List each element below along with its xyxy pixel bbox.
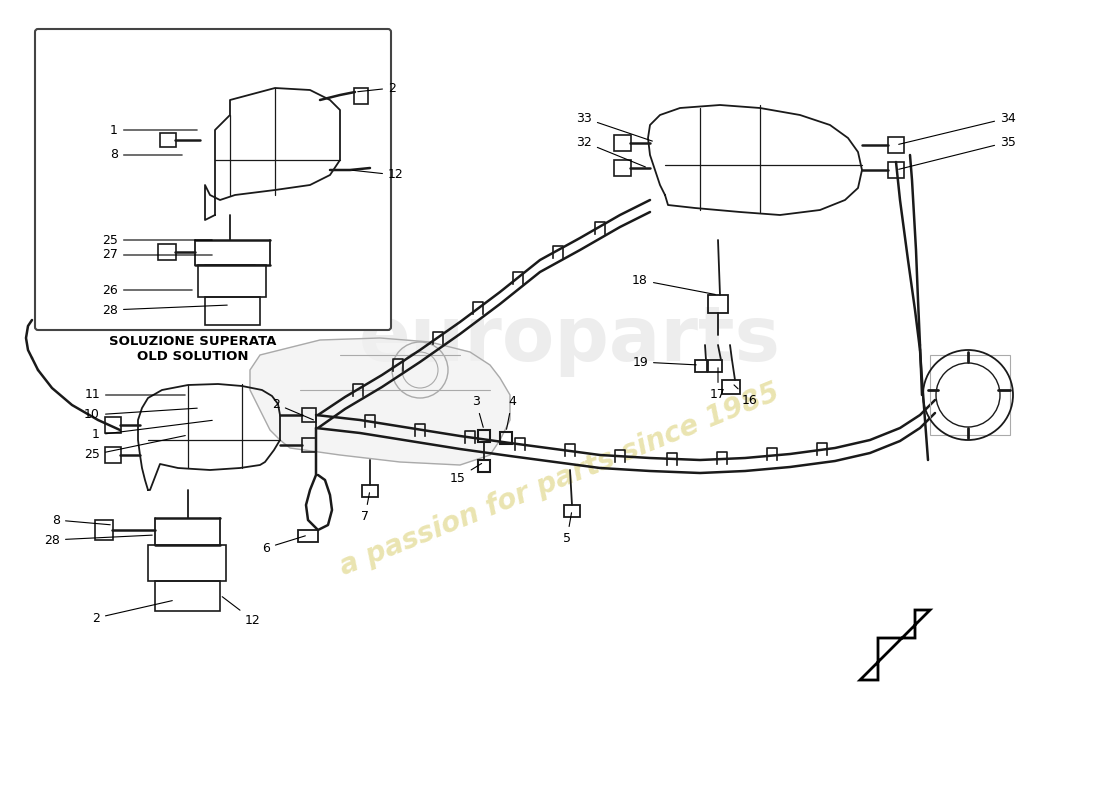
Text: 8: 8 xyxy=(52,514,110,526)
Bar xyxy=(148,545,225,581)
Text: 16: 16 xyxy=(734,385,758,406)
Text: 32: 32 xyxy=(576,135,646,167)
Text: 35: 35 xyxy=(899,135,1016,170)
Bar xyxy=(298,530,318,542)
Bar xyxy=(500,432,512,444)
Text: 8: 8 xyxy=(110,149,183,162)
Bar xyxy=(362,485,378,497)
Bar xyxy=(302,438,316,452)
Text: 26: 26 xyxy=(102,283,192,297)
Bar xyxy=(104,417,121,433)
Text: 4: 4 xyxy=(506,395,516,430)
Bar xyxy=(205,297,260,325)
Text: 28: 28 xyxy=(44,534,152,546)
Bar xyxy=(614,135,631,151)
Text: 2: 2 xyxy=(358,82,396,94)
Bar xyxy=(722,380,740,394)
Text: 33: 33 xyxy=(576,111,652,141)
Text: 3: 3 xyxy=(472,395,483,427)
Text: 2: 2 xyxy=(272,398,313,420)
Bar xyxy=(708,360,722,372)
Bar xyxy=(478,430,490,442)
Text: 25: 25 xyxy=(102,234,212,246)
Bar xyxy=(930,355,1010,435)
Bar xyxy=(155,581,220,611)
Text: 6: 6 xyxy=(262,536,306,554)
Text: 1: 1 xyxy=(110,123,197,137)
Bar xyxy=(160,133,176,147)
Text: SOLUZIONE SUPERATA
OLD SOLUTION: SOLUZIONE SUPERATA OLD SOLUTION xyxy=(109,335,277,363)
Text: 12: 12 xyxy=(222,597,261,626)
Bar xyxy=(302,408,316,422)
Text: 28: 28 xyxy=(102,303,228,317)
Text: a passion for parts since 1985: a passion for parts since 1985 xyxy=(336,378,784,582)
Bar xyxy=(564,505,580,517)
Text: 11: 11 xyxy=(85,389,185,402)
Bar xyxy=(888,137,904,153)
Text: 10: 10 xyxy=(84,408,197,422)
Text: 25: 25 xyxy=(84,435,185,462)
Text: 34: 34 xyxy=(899,111,1015,144)
Text: europarts: europarts xyxy=(359,303,781,377)
Bar xyxy=(614,160,631,176)
Text: 1: 1 xyxy=(92,420,212,442)
Bar xyxy=(695,360,707,372)
Text: 17: 17 xyxy=(711,368,726,401)
Bar xyxy=(198,265,266,297)
Bar xyxy=(95,520,113,540)
Text: 15: 15 xyxy=(450,463,482,485)
Bar xyxy=(888,162,904,178)
Bar xyxy=(354,88,368,104)
Text: 12: 12 xyxy=(353,169,404,182)
Text: 5: 5 xyxy=(563,513,572,545)
Text: 7: 7 xyxy=(361,493,370,523)
Text: 2: 2 xyxy=(92,601,173,625)
Text: 27: 27 xyxy=(102,249,212,262)
Text: 18: 18 xyxy=(632,274,715,294)
Bar xyxy=(478,460,490,472)
Bar xyxy=(158,244,176,260)
Bar xyxy=(104,447,121,463)
Polygon shape xyxy=(250,338,510,465)
Text: 19: 19 xyxy=(632,355,696,369)
Bar xyxy=(708,295,728,313)
FancyBboxPatch shape xyxy=(35,29,390,330)
